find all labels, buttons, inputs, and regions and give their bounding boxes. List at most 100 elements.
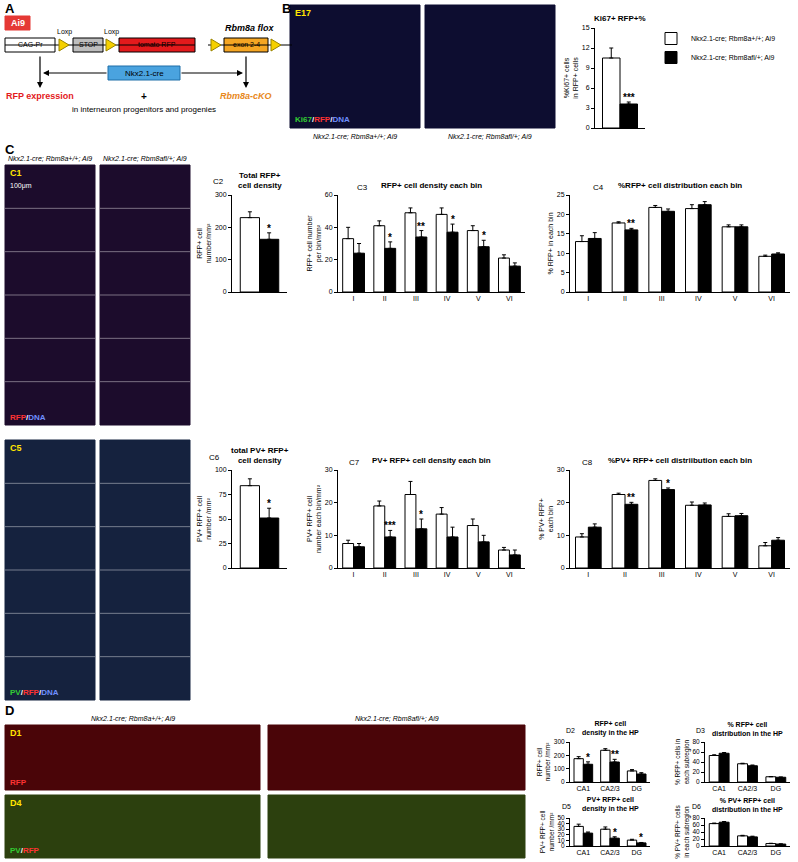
svg-text:II: II bbox=[383, 571, 387, 578]
svg-text:*: * bbox=[419, 509, 423, 520]
svg-text:100μm: 100μm bbox=[10, 182, 32, 190]
svg-text:VI: VI bbox=[768, 295, 775, 302]
svg-text:PV+ RFP+ celldensity in the HP: PV+ RFP+ celldensity in the HP bbox=[582, 796, 639, 813]
svg-text:DG: DG bbox=[771, 849, 782, 856]
svg-text:0: 0 bbox=[561, 564, 565, 571]
svg-text:tomato RFP: tomato RFP bbox=[138, 41, 176, 48]
svg-text:total PV+ RFP+cell density: total PV+ RFP+cell density bbox=[231, 446, 289, 465]
svg-text:C6: C6 bbox=[209, 453, 220, 462]
svg-text:C2: C2 bbox=[213, 177, 224, 186]
svg-text:100: 100 bbox=[215, 256, 227, 263]
svg-text:III: III bbox=[413, 295, 419, 302]
svg-text:*: * bbox=[267, 498, 271, 509]
svg-text:RFP/DNA: RFP/DNA bbox=[10, 413, 46, 422]
svg-text:%Ki67+ cellsin RFP+ cells: %Ki67+ cellsin RFP+ cells bbox=[563, 57, 579, 99]
svg-text:PV+ RFP+ cellnumber each bin/m: PV+ RFP+ cellnumber each bin/mm² bbox=[306, 484, 322, 553]
svg-text:Rbm8a-cKO: Rbm8a-cKO bbox=[220, 91, 272, 101]
svg-text:D3: D3 bbox=[696, 727, 705, 734]
svg-text:PV+ RFP+ cellnumber /mm²: PV+ RFP+ cellnumber /mm² bbox=[196, 496, 212, 542]
svg-text:0: 0 bbox=[561, 288, 565, 295]
svg-text:RFP+ cell density each bin: RFP+ cell density each bin bbox=[381, 181, 482, 190]
svg-text:CA1: CA1 bbox=[712, 849, 726, 856]
svg-text:STOP: STOP bbox=[79, 41, 98, 48]
svg-text:Ai9: Ai9 bbox=[11, 18, 25, 28]
svg-text:III: III bbox=[659, 295, 665, 302]
svg-text:*: * bbox=[613, 827, 617, 838]
svg-text:20: 20 bbox=[557, 211, 565, 218]
svg-text:100: 100 bbox=[554, 765, 565, 772]
svg-text:40: 40 bbox=[325, 224, 333, 231]
svg-text:0: 0 bbox=[561, 778, 565, 785]
svg-text:Total RFP+cell density: Total RFP+cell density bbox=[238, 171, 282, 190]
svg-text:0: 0 bbox=[329, 564, 333, 571]
svg-text:*: * bbox=[586, 752, 590, 763]
svg-text:DG: DG bbox=[771, 785, 782, 792]
svg-text:PV+ RFP+ cellnumber /mm²: PV+ RFP+ cellnumber /mm² bbox=[539, 810, 554, 853]
svg-text:III: III bbox=[413, 571, 419, 578]
svg-text:VI: VI bbox=[768, 571, 775, 578]
svg-text:0: 0 bbox=[586, 124, 590, 131]
svg-text:CA2/3: CA2/3 bbox=[600, 785, 620, 792]
svg-text:80: 80 bbox=[692, 738, 700, 745]
svg-text:C5: C5 bbox=[10, 443, 22, 453]
svg-text:40: 40 bbox=[692, 758, 700, 765]
svg-text:% PV+ RFP+each bin: % PV+ RFP+each bin bbox=[538, 498, 554, 540]
svg-text:A: A bbox=[5, 1, 15, 16]
svg-text:D: D bbox=[5, 703, 14, 718]
svg-text:IV: IV bbox=[695, 295, 702, 302]
svg-text:V: V bbox=[476, 571, 481, 578]
svg-text:50: 50 bbox=[219, 515, 227, 522]
svg-text:%RFP+ cell distribution each b: %RFP+ cell distribution each bin bbox=[618, 181, 742, 190]
svg-text:RFP+ cellnumber/mm²: RFP+ cellnumber/mm² bbox=[196, 223, 212, 263]
svg-text:CAG-Pr: CAG-Pr bbox=[18, 41, 43, 48]
svg-text:Ki67/RFP/DNA: Ki67/RFP/DNA bbox=[295, 115, 350, 124]
svg-text:9: 9 bbox=[586, 64, 590, 71]
svg-text:40: 40 bbox=[692, 828, 700, 835]
svg-text:Nkx2.1-cre; Rbm8a+/+; Ai9: Nkx2.1-cre; Rbm8a+/+; Ai9 bbox=[91, 715, 175, 722]
svg-text:Rbm8a flox: Rbm8a flox bbox=[225, 23, 275, 33]
svg-text:300: 300 bbox=[215, 191, 227, 198]
svg-text:20: 20 bbox=[325, 256, 333, 263]
svg-text:RFP+ cell numberper bin/mm²: RFP+ cell numberper bin/mm² bbox=[306, 215, 323, 272]
svg-text:C4: C4 bbox=[593, 183, 604, 192]
svg-text:0: 0 bbox=[696, 842, 700, 849]
svg-text:CA2/3: CA2/3 bbox=[738, 785, 758, 792]
svg-text:*: * bbox=[388, 232, 392, 243]
svg-text:*: * bbox=[451, 214, 455, 225]
svg-text:IV: IV bbox=[444, 571, 451, 578]
svg-text:Nkx2.1-cre; Rbm8afl/+; Ai9: Nkx2.1-cre; Rbm8afl/+; Ai9 bbox=[103, 155, 187, 162]
svg-text:PV+ RFP+ cell density each bin: PV+ RFP+ cell density each bin bbox=[372, 456, 491, 465]
svg-text:25: 25 bbox=[219, 540, 227, 547]
svg-text:40: 40 bbox=[557, 820, 565, 827]
svg-text:**: ** bbox=[611, 749, 619, 760]
svg-text:% RFP+ celldistribution in the: % RFP+ celldistribution in the HP bbox=[712, 721, 783, 737]
svg-text:DG: DG bbox=[631, 785, 642, 792]
svg-text:I: I bbox=[353, 295, 355, 302]
svg-text:III: III bbox=[659, 571, 665, 578]
svg-text:%PV+ RFP+ cell distriibution e: %PV+ RFP+ cell distriibution each bin bbox=[608, 456, 752, 465]
svg-text:20: 20 bbox=[325, 499, 333, 506]
svg-text:10: 10 bbox=[325, 532, 333, 539]
svg-text:**: ** bbox=[627, 218, 635, 229]
svg-text:5: 5 bbox=[561, 269, 565, 276]
svg-text:300: 300 bbox=[554, 738, 565, 745]
svg-text:CA2/3: CA2/3 bbox=[600, 849, 620, 856]
svg-text:IV: IV bbox=[695, 571, 702, 578]
svg-text:Loxp: Loxp bbox=[57, 28, 72, 36]
svg-text:C1: C1 bbox=[10, 168, 22, 178]
svg-text:*: * bbox=[267, 223, 271, 234]
svg-text:0: 0 bbox=[696, 778, 700, 785]
svg-text:CA2/3: CA2/3 bbox=[738, 849, 758, 856]
svg-text:0: 0 bbox=[561, 842, 565, 849]
svg-text:20: 20 bbox=[557, 831, 565, 838]
svg-text:***: *** bbox=[623, 92, 635, 103]
svg-text:Ki67+ RFP+%: Ki67+ RFP+% bbox=[594, 14, 646, 23]
svg-text:0: 0 bbox=[223, 288, 227, 295]
svg-text:PV/RFP: PV/RFP bbox=[10, 846, 40, 855]
svg-text:I: I bbox=[587, 571, 589, 578]
svg-text:E17: E17 bbox=[295, 8, 311, 18]
svg-text:V: V bbox=[733, 295, 738, 302]
svg-text:V: V bbox=[476, 295, 481, 302]
svg-text:3: 3 bbox=[586, 104, 590, 111]
svg-text:10: 10 bbox=[557, 250, 565, 257]
